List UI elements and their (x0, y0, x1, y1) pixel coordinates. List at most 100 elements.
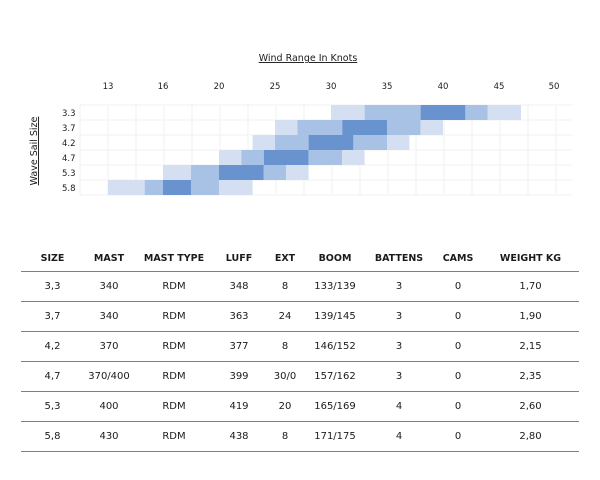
table-cell: 5,8 (21, 421, 84, 452)
heat-cell-5.8-light2 (219, 180, 253, 195)
table-cell: 419 (214, 391, 264, 422)
column-header: WEIGHT KG (482, 246, 579, 272)
table-header-row: SIZE MAST MAST TYPE LUFF EXT BOOM BATTENS CAMS W… (21, 246, 579, 272)
table-cell: 4,2 (21, 331, 84, 362)
table-cell: 0 (434, 361, 482, 392)
chart-title: Wind Range In Knots (259, 53, 358, 64)
table-cell: 0 (434, 271, 482, 302)
table-cell: 8 (264, 421, 306, 452)
table-cell: 377 (214, 331, 264, 362)
table-cell: 165/169 (306, 391, 364, 422)
heat-cell-5.8-dark (163, 180, 191, 195)
table-row: 4,2 370 RDM 377 8 146/152 3 0 2,15 (21, 331, 579, 362)
column-header: MAST TYPE (134, 246, 214, 272)
heat-cell-3.3-medium2 (465, 105, 488, 120)
table-cell: 0 (434, 331, 482, 362)
heat-cell-3.7-light (275, 120, 298, 135)
heat-cell-5.3-dark (219, 165, 264, 180)
heat-cell-3.3-light (331, 105, 365, 120)
column-header: MAST (84, 246, 134, 272)
table-cell: 2,60 (482, 391, 579, 422)
heat-cell-5.8-medium (144, 180, 163, 195)
table-cell: RDM (134, 391, 214, 422)
table-cell: 4,7 (21, 361, 84, 392)
heat-cell-5.3-medium (191, 165, 219, 180)
heat-cell-3.7-medium2 (387, 120, 421, 135)
y-axis-label: Wave Sail Size (29, 116, 40, 185)
table-cell: 430 (84, 421, 134, 452)
heat-cell-3.3-dark (420, 105, 466, 120)
table-cell: 171/175 (306, 421, 364, 452)
table-cell: 400 (84, 391, 134, 422)
table-cell: 2,80 (482, 421, 579, 452)
heat-cell-5.3-medium2 (263, 165, 287, 180)
column-header: EXT (264, 246, 306, 272)
y-tick-label: 3.7 (62, 124, 76, 134)
table-cell: 370 (84, 331, 134, 362)
table-cell: 370/400 (84, 361, 134, 392)
table-cell: 3 (364, 271, 434, 302)
heat-cell-4.7-medium (241, 150, 264, 165)
table-row: 3,7 340 RDM 363 24 139/145 3 0 1,90 (21, 301, 579, 332)
table-cell: 4 (364, 421, 434, 452)
table-cell: 133/139 (306, 271, 364, 302)
heat-cell-3.7-medium (297, 120, 343, 135)
heat-cell-3.7-light2 (420, 120, 443, 135)
table-cell: RDM (134, 331, 214, 362)
table-cell: 2,15 (482, 331, 579, 362)
heat-cell-5.3-light2 (286, 165, 309, 180)
table-cell: RDM (134, 301, 214, 332)
heat-cell-4.7-light (219, 150, 242, 165)
table-cell: 0 (434, 301, 482, 332)
table-cell: 399 (214, 361, 264, 392)
x-tick-label: 16 (158, 82, 169, 92)
y-tick-label: 3.3 (62, 109, 76, 119)
table-cell: 0 (434, 421, 482, 452)
table-cell: 0 (434, 391, 482, 422)
table-cell: 438 (214, 421, 264, 452)
heat-cell-4.7-light2 (342, 150, 365, 165)
table-row: 3,3 340 RDM 348 8 133/139 3 0 1,70 (21, 271, 579, 302)
heat-cell-4.7-dark (263, 150, 309, 165)
x-tick-label: 30 (326, 82, 337, 92)
y-tick-label: 5.8 (62, 184, 76, 194)
heat-cell-4.2-dark (308, 135, 354, 150)
table-cell: 3,3 (21, 271, 84, 302)
heat-cell-5.3-light (163, 165, 191, 180)
table-cell: 5,3 (21, 391, 84, 422)
table-cell: 3 (364, 301, 434, 332)
table-cell: 340 (84, 271, 134, 302)
x-tick-label: 20 (214, 82, 225, 92)
y-tick-label: 4.7 (62, 154, 76, 164)
heat-cell-4.7-medium2 (308, 150, 343, 165)
table-cell: 1,70 (482, 271, 579, 302)
x-tick-label: 25 (270, 82, 281, 92)
y-tick-label: 4.2 (62, 139, 76, 149)
heat-cell-3.7-dark (342, 120, 387, 135)
sail-spec-table: SIZE MAST MAST TYPE LUFF EXT BOOM BATTENS CAMS W… (21, 246, 579, 452)
table-cell: RDM (134, 271, 214, 302)
table-cell: 20 (264, 391, 306, 422)
x-tick-label: 13 (103, 82, 114, 92)
table-cell: 340 (84, 301, 134, 332)
table-cell: 8 (264, 331, 306, 362)
heat-cell-5.8-light (108, 180, 145, 195)
table-cell: 4 (364, 391, 434, 422)
table-cell: 30/0 (264, 361, 306, 392)
column-header: CAMS (434, 246, 482, 272)
x-tick-label: 50 (549, 82, 560, 92)
table-cell: RDM (134, 421, 214, 452)
heat-cell-3.3-light2 (487, 105, 521, 120)
column-header: BOOM (306, 246, 364, 272)
table-row: 5,8 430 RDM 438 8 171/175 4 0 2,80 (21, 421, 579, 452)
table-cell: 24 (264, 301, 306, 332)
heat-cell-4.2-light (252, 135, 275, 150)
column-header: LUFF (214, 246, 264, 272)
table-cell: 8 (264, 271, 306, 302)
x-tick-label: 40 (438, 82, 449, 92)
table-cell: 3 (364, 331, 434, 362)
table-cell: 363 (214, 301, 264, 332)
heat-cell-4.2-medium2 (353, 135, 387, 150)
table-row: 4,7 370/400 RDM 399 30/0 157/162 3 0 2,35 (21, 361, 579, 392)
table-row: 5,3 400 RDM 419 20 165/169 4 0 2,60 (21, 391, 579, 422)
